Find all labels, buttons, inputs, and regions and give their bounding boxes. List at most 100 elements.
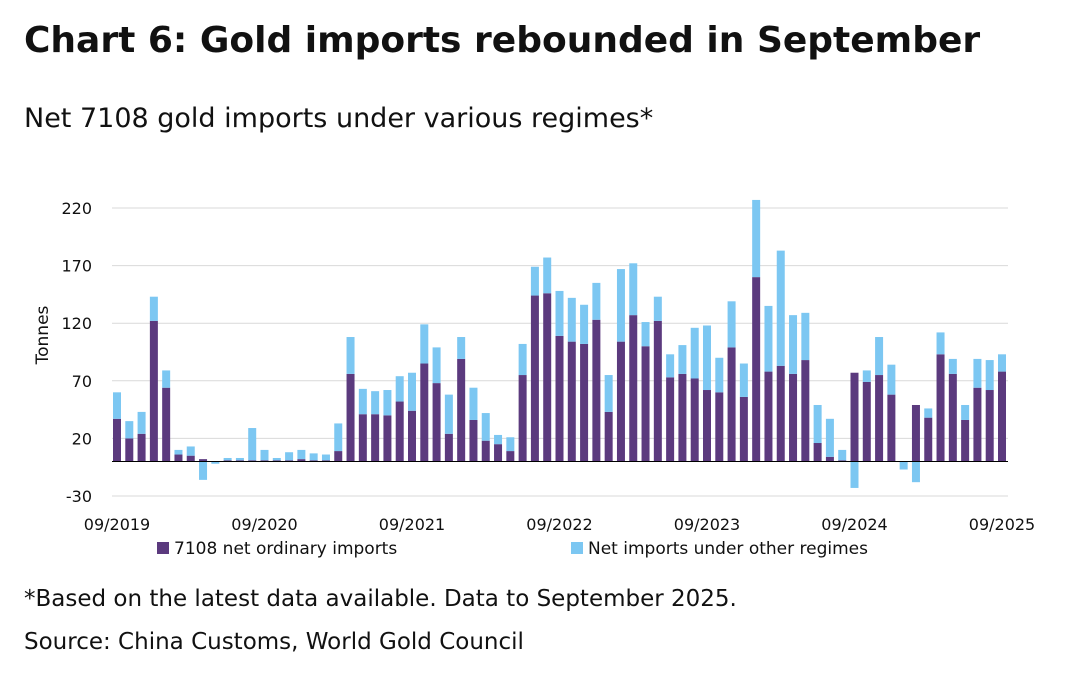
bar-segment [862, 370, 871, 382]
x-tick-label: 09/2024 [821, 515, 887, 534]
bar-segment [395, 401, 404, 462]
bar-segment [162, 387, 171, 462]
bar-segment [789, 373, 798, 462]
bar-segment [948, 358, 957, 374]
bar-segment [272, 460, 281, 462]
bar-segment [137, 411, 146, 434]
bar-segment [260, 449, 269, 461]
bar-segment [248, 460, 257, 462]
bar-segment [875, 337, 884, 376]
bar-segment [555, 335, 564, 462]
bar-segment [998, 354, 1006, 372]
bar-segment [850, 372, 859, 462]
bar-segment [985, 390, 994, 462]
bar-segment [752, 277, 761, 462]
bar-segment [125, 438, 134, 462]
bar-segment [727, 301, 736, 348]
bar-segment [678, 345, 687, 374]
bar-segment [358, 388, 367, 415]
bar-segment [985, 360, 994, 391]
bar-segment [494, 444, 503, 462]
bar-segment [666, 354, 675, 378]
bar-segment [739, 363, 748, 397]
bar-segment [444, 433, 453, 462]
bar-segment [149, 320, 158, 462]
bar-segment [641, 346, 650, 462]
bar-segment [764, 371, 773, 462]
bar-segment [555, 290, 564, 336]
bar-segment [838, 449, 847, 461]
y-tick-label: 120 [61, 314, 92, 333]
bar-segment [211, 461, 220, 464]
bar-segment [862, 381, 871, 462]
bar-segment [530, 295, 539, 462]
bar-segment [801, 312, 810, 361]
bar-segment [309, 453, 318, 461]
bar-segment [162, 370, 171, 388]
y-axis-label: Tonnes [33, 305, 53, 365]
bar-segment [481, 413, 490, 441]
bar-segment [346, 373, 355, 462]
bar-segment [838, 460, 847, 462]
bar-segment [887, 394, 896, 462]
bar-segment [506, 437, 515, 452]
bar-segment [948, 373, 957, 462]
y-tick-label: 170 [61, 257, 92, 276]
bar-segment [936, 354, 945, 462]
bar-segment [518, 343, 527, 376]
bar-segment [149, 296, 158, 321]
bar-segment [567, 341, 576, 462]
bar-segment [973, 387, 982, 462]
bar-segment [235, 460, 244, 462]
bar-segment [420, 363, 429, 462]
bar-segment [469, 419, 478, 462]
legend-label: Net imports under other regimes [588, 539, 868, 559]
footnote: *Based on the latest data available. Dat… [24, 586, 737, 612]
bar-segment [543, 257, 552, 294]
x-tick-label: 09/2020 [231, 515, 297, 534]
bar-segment [285, 460, 294, 462]
bar-segment [248, 428, 257, 461]
bar-segment [813, 404, 822, 444]
bar-segment [961, 419, 970, 462]
legend-label: 7108 net ordinary imports [174, 539, 397, 559]
bar-segment [641, 322, 650, 347]
bar-segment [506, 451, 515, 462]
bar-segment [604, 375, 613, 412]
bar-segment [186, 455, 195, 462]
bar-segment [616, 341, 625, 462]
bar-segment [223, 457, 232, 461]
bar-segment [592, 319, 601, 462]
bar-segment [199, 459, 208, 462]
bar-segment [789, 315, 798, 374]
bar-segment [334, 423, 343, 452]
bar-segment [432, 347, 441, 384]
y-tick-label: 20 [72, 429, 92, 448]
bar-segment [346, 337, 355, 374]
bar-segment [629, 315, 638, 462]
bar-segment [703, 390, 711, 462]
bar-segment [223, 460, 232, 462]
bar-segment [850, 461, 859, 488]
x-tick-label: 09/2019 [84, 515, 150, 534]
bar-segment [911, 461, 920, 483]
bar-segment [297, 449, 306, 460]
source: Source: China Customs, World Gold Counci… [24, 629, 524, 655]
bar-segment [260, 460, 269, 462]
bar-segment [703, 325, 711, 391]
bar-segment [272, 457, 281, 461]
bar-segment [567, 297, 576, 342]
bar-segment [899, 461, 908, 470]
bar-segment [383, 390, 392, 416]
bar-segment [334, 451, 343, 462]
bar-segment [727, 347, 736, 462]
bar-segment [825, 456, 834, 462]
chart-title: Chart 6: Gold imports rebounded in Septe… [24, 20, 980, 61]
bar-segment [653, 320, 662, 462]
bar-segment [801, 360, 810, 462]
bar-segment [961, 404, 970, 420]
bar-segment [408, 410, 416, 462]
bar-segment [936, 332, 945, 355]
bar-segment [653, 296, 662, 321]
